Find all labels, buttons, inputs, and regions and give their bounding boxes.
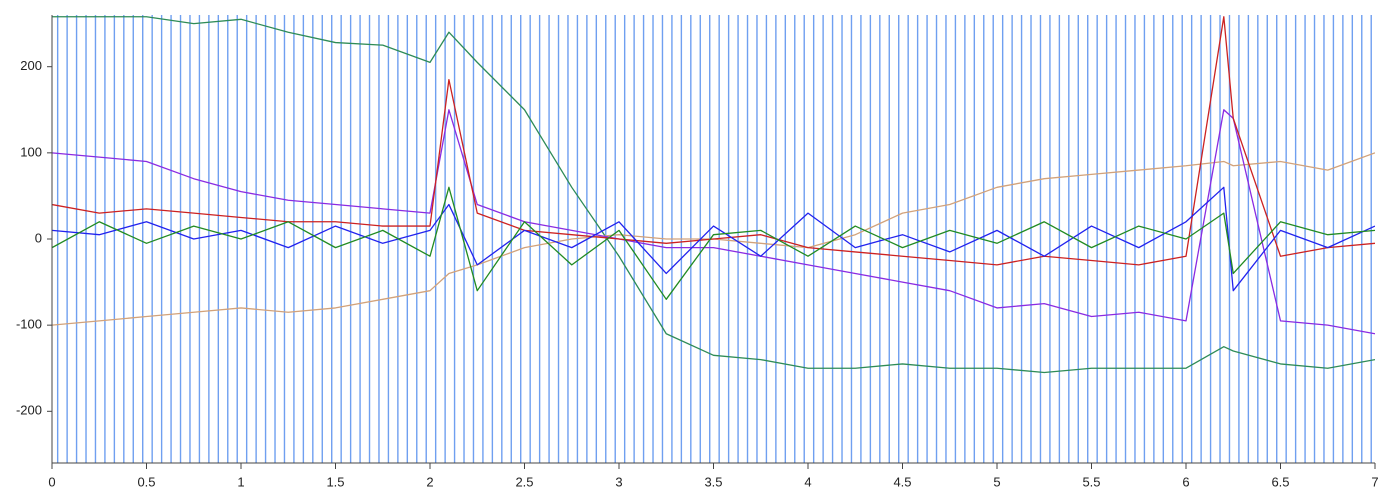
x-tick-label: 5.5 [1082,474,1100,489]
trace-line [52,109,1375,335]
y-tick-label: 100 [20,144,42,159]
y-tick-label: -200 [16,403,42,418]
trace-layer [52,16,1375,374]
trace-line [52,16,1375,374]
x-tick-label: 0.5 [137,474,155,489]
x-tick-label: 1 [237,474,244,489]
x-tick-label: 0 [48,474,55,489]
x-tick-label: 3.5 [704,474,722,489]
x-tick-label: 4.5 [893,474,911,489]
trace-line [52,186,1375,292]
axes: -200 -100 0 100 200 0 0.5 1 1.5 2 2.5 3 3.5 4 4.5 5 5.5 6… [16,15,1379,489]
x-tick-label: 3 [615,474,622,489]
x-tick-label: 2 [426,474,433,489]
y-tick-label: -100 [16,317,42,332]
x-tick-label: 6.5 [1271,474,1289,489]
event-layer [56,15,1372,463]
x-tick-label: 2.5 [515,474,533,489]
x-tick-label: 1.5 [326,474,344,489]
trace-line [52,186,1375,300]
x-tick-label: 7 [1371,474,1378,489]
x-tick-label: 4 [804,474,811,489]
y-tick-label: 200 [20,58,42,73]
y-tick-label: 0 [35,230,42,245]
x-tick-label: 6 [1182,474,1189,489]
x-tick-label: 5 [993,474,1000,489]
